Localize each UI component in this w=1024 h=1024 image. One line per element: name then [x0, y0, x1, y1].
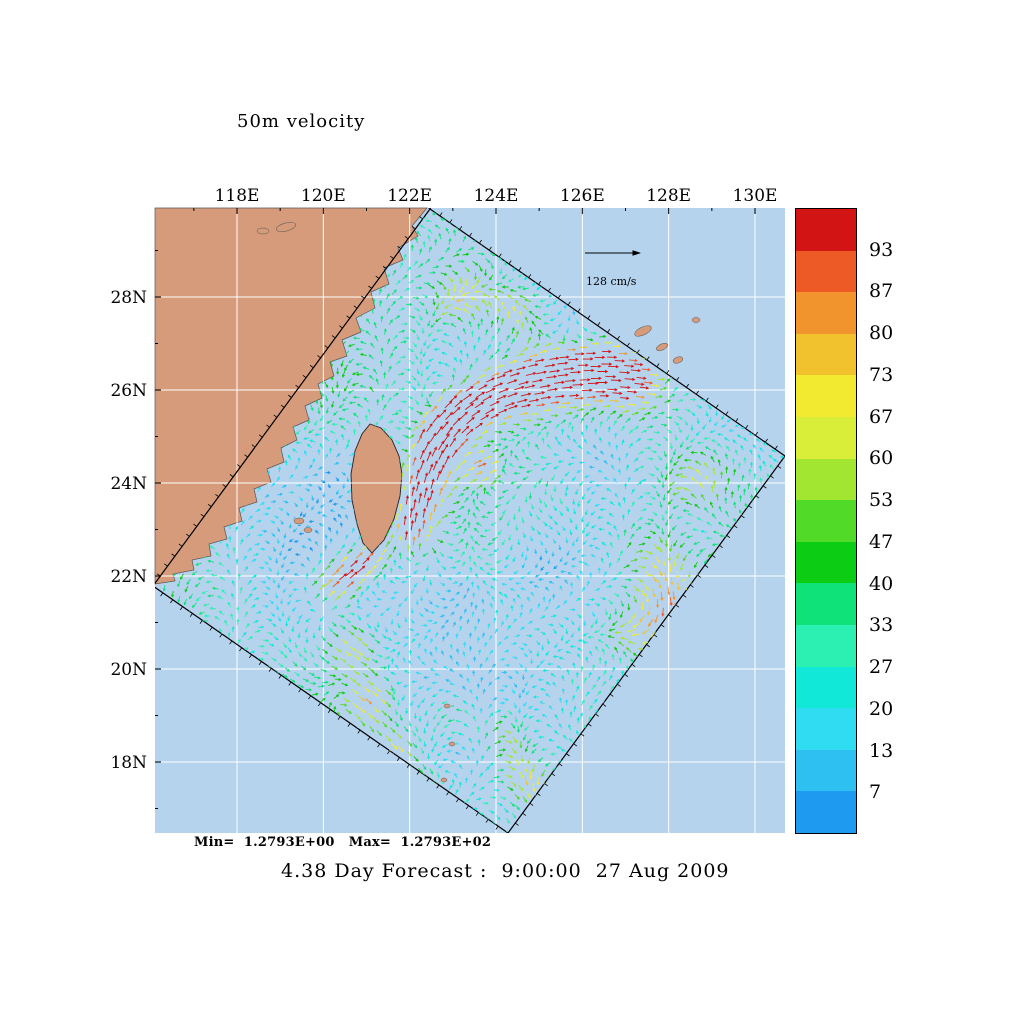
y-tick-label: 28N [110, 288, 147, 308]
colorbar-cell [796, 416, 856, 459]
colorbar-cell [796, 500, 856, 542]
x-tick-label: 128E [646, 186, 691, 206]
small-island [448, 741, 456, 747]
colorbar-cell [796, 749, 856, 792]
colorbar-cell [796, 708, 856, 750]
reference-vector: 128 cm/s [585, 250, 641, 288]
model-domain-boundary [155, 208, 785, 833]
small-island [303, 527, 313, 533]
colorbar-cell [796, 458, 856, 501]
x-tick-label: 122E [387, 186, 432, 206]
x-tick-label: 124E [474, 186, 519, 206]
y-tick-label: 22N [110, 567, 147, 587]
colorbar-cell [796, 250, 856, 293]
small-island [276, 222, 296, 232]
small-island [656, 343, 668, 351]
small-island [634, 325, 652, 337]
colorbar-cell [796, 292, 856, 334]
y-tick-label: 26N [110, 381, 147, 401]
y-tick-label: 20N [110, 660, 147, 680]
small-island [672, 356, 684, 364]
colorbar [795, 208, 857, 834]
taiwan-island [350, 423, 403, 554]
colorbar-cell [796, 666, 856, 709]
y-tick-label: 18N [110, 753, 147, 773]
forecast-caption: 4.38 Day Forecast : 9:00:00 27 Aug 2009 [281, 860, 730, 882]
small-island [691, 317, 701, 323]
colorbar-cell [796, 209, 856, 251]
colorbar-cell [796, 624, 856, 667]
velocity-vector-field [155, 208, 785, 833]
y-tick-label: 24N [110, 474, 147, 494]
reference-vector-arrowhead [632, 250, 641, 256]
axes: 118E 120E 122E 124E 126E 128E 130E 28N 26N 24N 22N… [110, 186, 777, 809]
plot-title: 50m velocity [237, 111, 366, 132]
x-tick-label: 120E [301, 186, 346, 206]
x-tick-label: 130E [733, 186, 778, 206]
colorbar-cell [796, 541, 856, 584]
x-tick-label: 118E [215, 186, 260, 206]
colorbar-cell [796, 375, 856, 417]
x-tick-label: 126E [560, 186, 605, 206]
colorbar-cell [796, 791, 856, 833]
colorbar-cell [796, 583, 856, 625]
reference-vector-label: 128 cm/s [586, 275, 637, 288]
small-island [256, 227, 270, 235]
minmax-stats: Min= 1.2793E+00 Max= 1.2793E+02 [194, 835, 492, 850]
colorbar-cell [796, 333, 856, 376]
